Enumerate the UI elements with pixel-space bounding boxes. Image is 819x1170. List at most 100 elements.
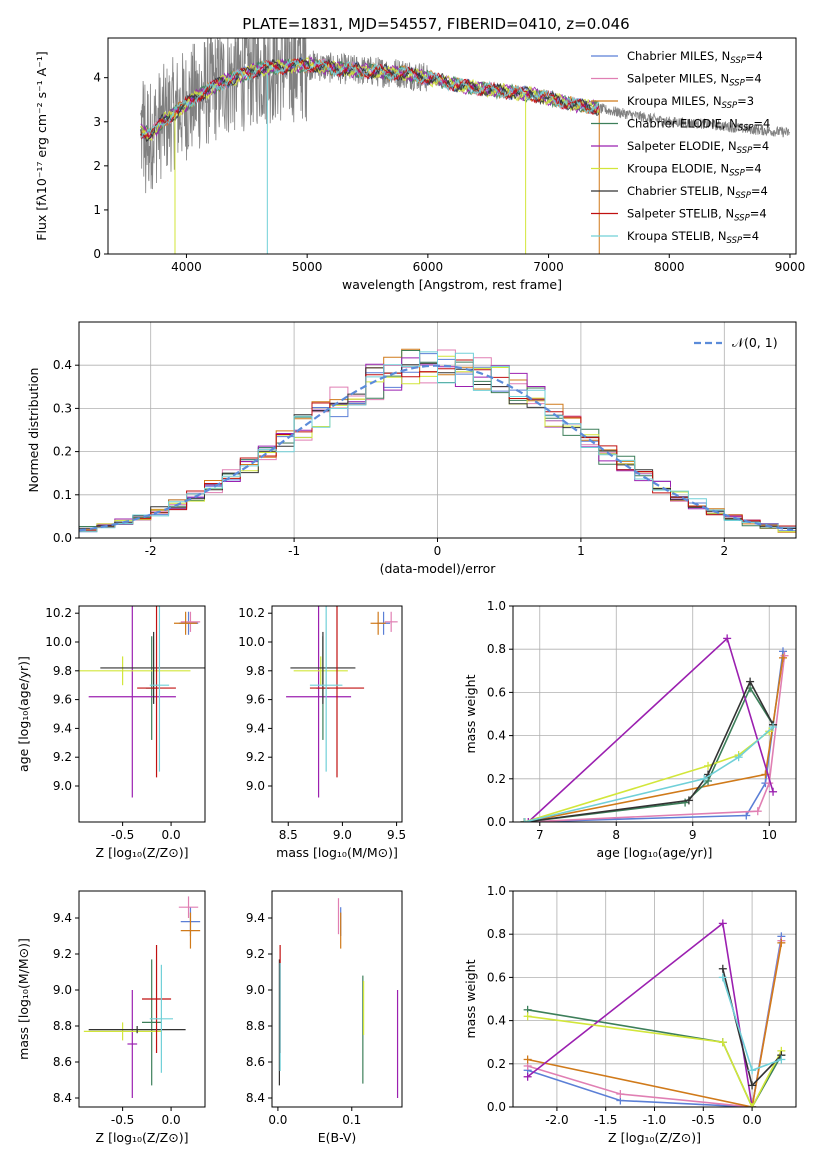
legend-entry-name: Chabrier MILES, N <box>627 49 730 63</box>
plus-marker <box>748 1103 757 1107</box>
legend-entry-name: Kroupa MILES, N <box>627 94 722 108</box>
x-tick-label: 7000 <box>533 260 564 274</box>
series-line <box>527 942 783 1107</box>
axes-frame <box>107 37 797 255</box>
x-tick-label: -2 <box>145 544 157 558</box>
legend-entry: Kroupa MILES, NSSP=3 <box>627 94 754 111</box>
x-tick-label: 7 <box>536 828 544 842</box>
legend-subscript: SSP <box>729 169 745 179</box>
x-tick-label: 0.1 <box>342 1113 361 1127</box>
legend-entry-name: Salpeter ELODIE, N <box>627 139 737 153</box>
errorbar-point <box>142 959 162 1086</box>
y-tick-label: 9.8 <box>246 664 265 678</box>
y-tick-label: 0.0 <box>53 531 72 545</box>
y-tick-label: 0.0 <box>487 1100 506 1114</box>
y-tick-label: 1.0 <box>487 599 506 613</box>
weight-vs-metallicity-panel: -2.0 -1.5 -1.0 -0.5 0.0 0.0 0.2 0.4 0.6 0.8 1.0 Z [… <box>463 884 797 1145</box>
series-line <box>527 636 774 822</box>
y-tick-label: 9.0 <box>246 779 265 793</box>
y-tick-label: 0 <box>93 247 101 261</box>
legend-entry: 𝒩(0, 1) <box>732 335 778 350</box>
legend-nssp: =3 <box>737 94 754 108</box>
y-tick-label: 8.8 <box>53 1019 72 1033</box>
plot-area <box>278 898 399 1098</box>
x-axis-label: age [log₁₀(age/yr)] <box>597 845 713 860</box>
legend-entry-name: Salpeter STELIB, N <box>627 207 734 221</box>
errorbar-point <box>293 656 348 686</box>
x-tick-label: 5000 <box>292 260 323 274</box>
x-tick-label: 9000 <box>775 260 806 274</box>
y-tick-label: 9.4 <box>246 911 265 925</box>
errorbar-point <box>286 606 352 798</box>
plus-marker <box>684 796 693 805</box>
x-tick-label: 0.0 <box>268 1113 287 1127</box>
legend-entry: Chabrier MILES, NSSP=4 <box>627 49 763 66</box>
y-tick-label: 9.0 <box>53 983 72 997</box>
plus-marker <box>734 753 743 762</box>
errorbar-point <box>309 606 343 772</box>
x-tick-label: -1 <box>288 544 300 558</box>
x-axis-label: Z [log₁₀(Z/Z⊙)] <box>96 845 189 860</box>
y-tick-label: 0.2 <box>53 445 72 459</box>
plus-marker <box>753 807 762 816</box>
errorbar-point <box>100 631 205 704</box>
series-kroupa-miles <box>520 653 787 822</box>
y-axis-label: Flux [fλ10⁻¹⁷ erg cm⁻² s⁻¹ A⁻¹] <box>34 51 49 240</box>
y-tick-label: 3 <box>93 115 101 129</box>
errorbar-point <box>370 611 386 635</box>
plus-marker <box>777 938 786 947</box>
x-tick-label: 0.0 <box>162 828 181 842</box>
plus-marker <box>778 653 787 662</box>
plus-marker <box>523 1072 532 1081</box>
plus-marker <box>748 1066 757 1075</box>
errorbar-point <box>142 945 172 1053</box>
legend-subscript: SSP <box>727 236 743 246</box>
legend-nssp: =4 <box>752 139 769 153</box>
y-tick-label: 0.6 <box>487 970 506 984</box>
y-tick-label: 0.6 <box>487 685 506 699</box>
legend-nssp: =4 <box>742 229 759 243</box>
y-tick-label: 2 <box>93 159 101 173</box>
plot-area <box>140 38 791 254</box>
plus-marker <box>616 1090 625 1099</box>
age-vs-mass-panel: 8.5 9.0 9.5 9.0 9.2 9.4 9.6 9.8 10.0 10.2 mass [lo… <box>238 605 406 860</box>
legend-entry: Salpeter ELODIE, NSSP=4 <box>627 139 769 156</box>
y-tick-label: 10.2 <box>238 606 265 620</box>
y-tick-label: 8.4 <box>246 1091 265 1105</box>
legend-entry-name: Salpeter MILES, N <box>627 72 729 86</box>
plus-marker <box>769 722 778 731</box>
y-tick-label: 0.3 <box>53 401 72 415</box>
y-tick-label: 0.1 <box>53 488 72 502</box>
plus-marker <box>718 973 727 982</box>
y-tick-label: 1.0 <box>487 884 506 898</box>
x-axis-label: (data-model)/error <box>380 561 497 576</box>
series-chabrier-miles <box>520 647 787 822</box>
legend-entry: Kroupa STELIB, NSSP=4 <box>627 229 759 246</box>
y-tick-label: 8.8 <box>246 1019 265 1033</box>
legend-subscript: SSP <box>737 146 753 156</box>
legend-subscript: SSP <box>729 79 745 89</box>
plus-marker <box>718 919 727 928</box>
legend-subscript: SSP <box>734 214 750 224</box>
series-line <box>524 730 770 822</box>
y-tick-label: 10.2 <box>45 606 72 620</box>
model-line-salpeter-elodie <box>140 56 600 140</box>
model-line-kroupa-elodie <box>140 57 600 142</box>
errorbar-point <box>127 990 138 1098</box>
legend-subscript: SSP <box>730 56 746 66</box>
x-tick-label: 2 <box>720 544 728 558</box>
y-tick-label: 9.6 <box>246 693 265 707</box>
model-line-kroupa-stelib <box>140 58 600 138</box>
plus-marker <box>520 818 529 822</box>
series-line <box>524 657 784 822</box>
legend-entry: Kroupa ELODIE, NSSP=4 <box>627 162 762 179</box>
legend-subscript: SSP <box>735 191 751 201</box>
plot-area <box>83 896 201 1098</box>
y-tick-label: 9.2 <box>246 947 265 961</box>
legend-nssp: =4 <box>753 117 770 131</box>
errorbar-point <box>149 606 170 772</box>
plus-marker <box>700 774 709 783</box>
